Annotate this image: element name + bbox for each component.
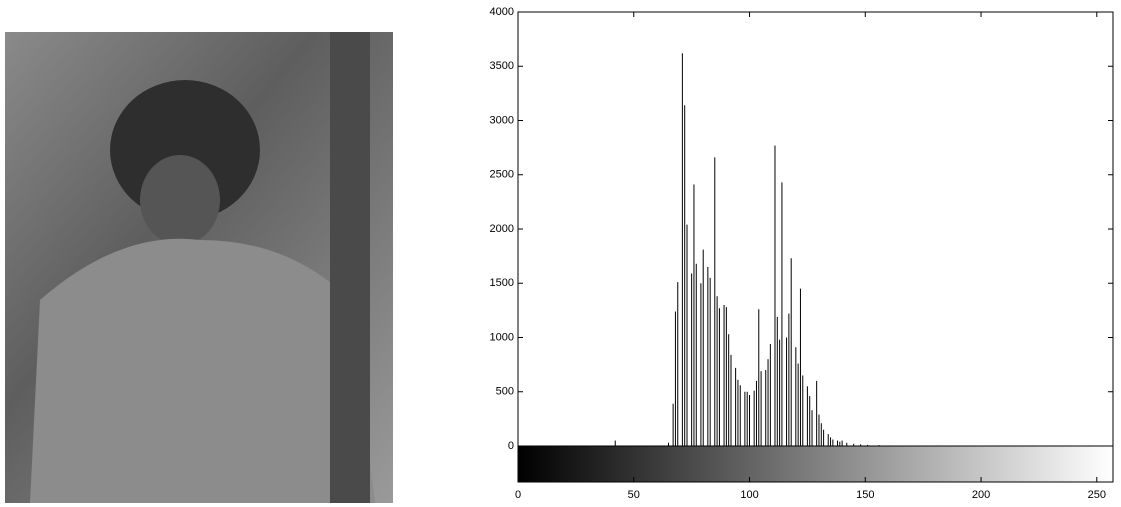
y-tick-label: 1500 xyxy=(490,277,514,289)
y-tick-label: 2000 xyxy=(490,223,514,235)
y-tick-label: 2500 xyxy=(490,169,514,181)
photo xyxy=(5,32,393,503)
y-tick-label: 3000 xyxy=(490,114,514,126)
x-tick-label: 150 xyxy=(856,489,874,501)
colorbar xyxy=(518,446,1113,482)
x-tick-label: 200 xyxy=(972,489,990,501)
x-tick-label: 0 xyxy=(515,489,521,501)
axes-frame xyxy=(517,11,1114,447)
x-tick-label: 250 xyxy=(1088,489,1106,501)
y-tick-label: 1000 xyxy=(490,331,514,343)
x-tick-label: 50 xyxy=(628,489,640,501)
y-tick-label: 500 xyxy=(496,386,514,398)
y-tick-label: 4000 xyxy=(490,6,514,18)
y-tick-label: 0 xyxy=(508,440,514,452)
x-tick-label: 100 xyxy=(740,489,758,501)
y-tick-label: 3500 xyxy=(490,60,514,72)
